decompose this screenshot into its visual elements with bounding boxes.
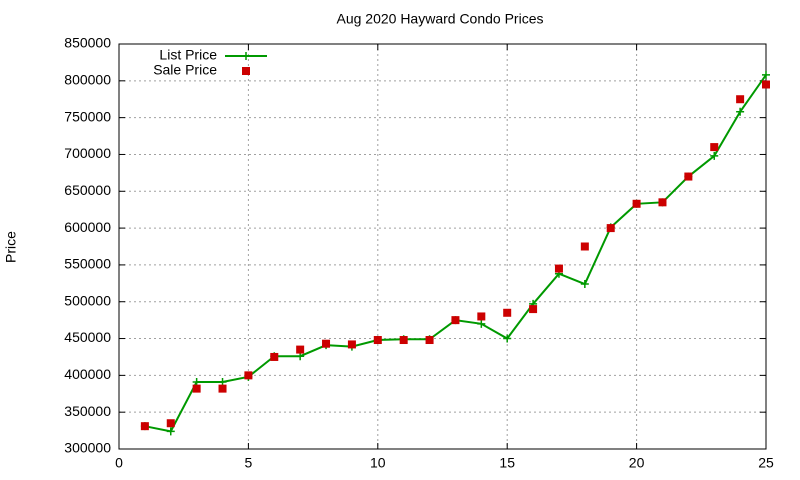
data-point <box>399 336 408 345</box>
x-tick-label: 10 <box>370 455 386 471</box>
data-point <box>270 352 279 361</box>
data-point <box>632 199 641 208</box>
y-tick-label: 650000 <box>64 182 111 198</box>
y-tick-label: 450000 <box>64 329 111 345</box>
data-point <box>218 384 227 393</box>
data-point <box>166 419 175 428</box>
legend-label: Sale Price <box>153 62 217 78</box>
data-point <box>762 80 770 89</box>
data-point <box>192 384 201 393</box>
data-point <box>503 334 512 343</box>
data-point <box>684 172 693 181</box>
data-point <box>529 305 538 314</box>
data-point <box>140 422 149 431</box>
data-point <box>580 280 589 289</box>
data-point <box>477 319 486 328</box>
data-point <box>606 224 615 233</box>
y-tick-label: 850000 <box>64 35 111 51</box>
y-tick-label: 350000 <box>64 403 111 419</box>
data-point <box>451 316 460 325</box>
y-axis-label: Price <box>3 231 19 263</box>
y-tick-label: 550000 <box>64 256 111 272</box>
data-point <box>503 308 512 317</box>
y-tick-label: 500000 <box>64 292 111 308</box>
y-tick-label: 600000 <box>64 219 111 235</box>
data-point <box>373 336 382 345</box>
x-tick-label: 25 <box>758 455 774 471</box>
data-point <box>736 95 745 104</box>
x-tick-label: 15 <box>499 455 515 471</box>
y-tick-label: 700000 <box>64 145 111 161</box>
x-tick-label: 20 <box>629 455 645 471</box>
x-tick-label: 5 <box>245 455 253 471</box>
data-point <box>477 312 486 321</box>
data-point <box>710 143 719 152</box>
chart-title: Aug 2020 Hayward Condo Prices <box>336 11 543 27</box>
data-point <box>710 151 719 160</box>
data-point <box>658 198 667 207</box>
data-point <box>762 70 770 79</box>
x-tick-label: 0 <box>115 455 123 471</box>
data-point <box>347 340 356 349</box>
data-point <box>554 264 563 273</box>
y-tick-label: 300000 <box>64 440 111 456</box>
data-point <box>296 345 305 354</box>
legend-swatch <box>242 52 250 60</box>
y-tick-label: 800000 <box>64 72 111 88</box>
y-tick-label: 750000 <box>64 108 111 124</box>
plot-border <box>118 43 767 450</box>
data-point <box>322 339 331 348</box>
data-point <box>244 371 253 380</box>
data-point <box>736 107 745 116</box>
series-line <box>144 74 767 433</box>
legend-swatch <box>242 67 250 75</box>
data-point <box>580 242 589 251</box>
data-point <box>425 336 434 345</box>
data-point <box>166 427 175 436</box>
legend-label: List Price <box>159 47 217 63</box>
y-tick-label: 400000 <box>64 366 111 382</box>
